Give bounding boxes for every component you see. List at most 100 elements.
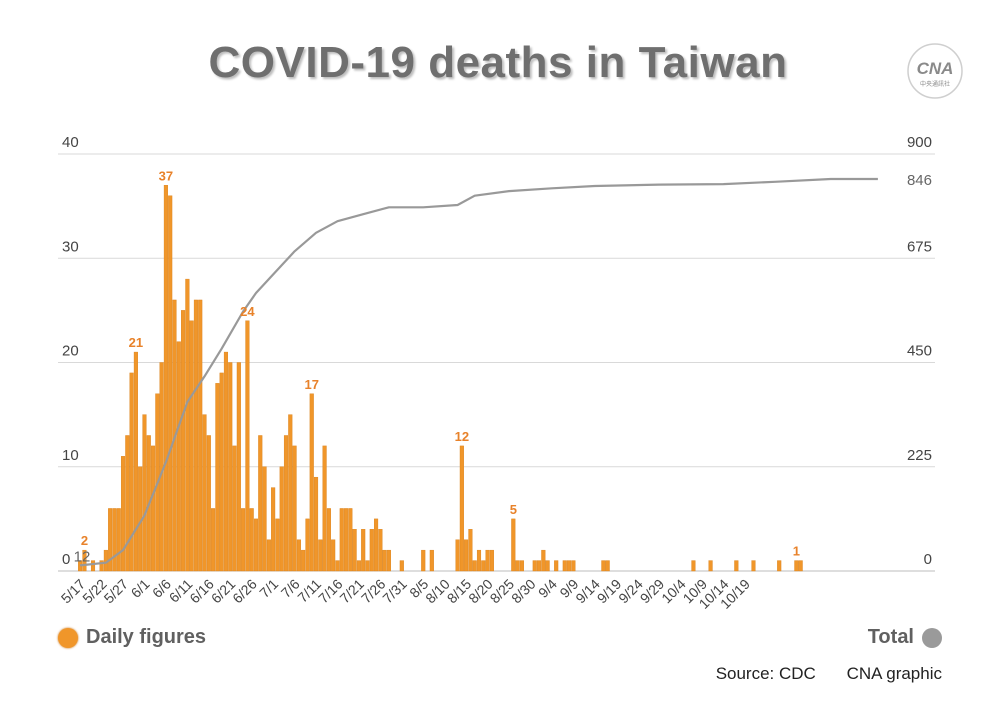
bar <box>777 560 782 572</box>
bar <box>163 185 168 572</box>
bar <box>601 560 606 572</box>
bar <box>567 560 572 572</box>
bar <box>120 456 126 572</box>
x-tick-label: 7/31 <box>379 576 410 607</box>
bar <box>313 476 319 572</box>
bar <box>211 508 216 572</box>
legend-total-swatch <box>922 627 942 648</box>
bar <box>206 435 211 572</box>
bar <box>335 560 340 572</box>
svg-text:CNA: CNA <box>917 59 954 78</box>
bar <box>215 383 220 572</box>
bar <box>301 549 306 572</box>
bar <box>258 435 263 572</box>
bar <box>331 539 336 572</box>
legend-total: Total <box>868 626 942 649</box>
bar <box>288 414 293 572</box>
bar <box>339 508 344 572</box>
bar <box>399 560 404 572</box>
bar <box>554 560 559 572</box>
bar-data-label: 12 <box>455 429 469 444</box>
bar-data-label: 21 <box>129 335 143 350</box>
source-text: Source: CDC <box>715 664 816 683</box>
bar <box>99 560 104 572</box>
bar <box>90 560 96 572</box>
bar <box>275 518 280 572</box>
bar <box>541 549 546 572</box>
bar <box>292 445 297 572</box>
bar <box>305 518 310 572</box>
bar <box>571 560 576 572</box>
bar <box>176 341 181 572</box>
bar <box>236 362 241 572</box>
bar <box>476 549 482 572</box>
bar <box>545 560 550 572</box>
y-right-tick-label: 675 <box>907 238 932 255</box>
y-left-tick-label: 0 <box>62 551 70 568</box>
cna-logo: CNA 中央通訊社 <box>907 43 963 99</box>
bar <box>125 435 130 572</box>
bar <box>356 560 361 572</box>
chart-title: COVID-19 deaths in Taiwan <box>208 38 788 87</box>
bar <box>245 320 250 572</box>
bar <box>429 549 434 572</box>
bar <box>181 310 186 572</box>
bar <box>283 435 289 572</box>
footer: Source: CDC CNA graphic <box>690 664 942 684</box>
bar <box>223 351 229 572</box>
bar <box>459 445 464 572</box>
bar <box>82 549 87 572</box>
bar <box>352 529 357 572</box>
bar <box>421 549 426 572</box>
bar <box>519 560 524 572</box>
bar <box>279 466 284 572</box>
bar <box>485 549 490 572</box>
y-right-tick-label: 450 <box>907 343 932 360</box>
y-right-tick-label: 225 <box>907 447 932 464</box>
total-line <box>79 177 878 567</box>
y-left-tick-label: 10 <box>62 447 79 464</box>
bar <box>374 518 379 572</box>
bar <box>228 362 233 572</box>
bar <box>112 508 117 572</box>
bar <box>116 508 121 572</box>
bar <box>219 372 224 572</box>
y-right-tick-label: 0 <box>924 551 932 568</box>
bar <box>253 518 259 572</box>
bar <box>241 508 246 572</box>
bar <box>794 560 799 572</box>
bar <box>472 560 477 572</box>
bar <box>266 539 271 572</box>
bar <box>296 539 301 572</box>
bar <box>536 560 542 572</box>
bar <box>734 560 739 572</box>
y-right-tick-label: 900 <box>907 134 932 151</box>
bar <box>691 560 696 572</box>
bar <box>468 529 473 572</box>
svg-text:中央通訊社: 中央通訊社 <box>920 80 950 88</box>
x-tick-label: 6/26 <box>229 576 260 607</box>
bar <box>309 393 314 572</box>
y-left-tick-label: 30 <box>62 238 79 255</box>
x-tick-label: 8/30 <box>508 576 539 607</box>
bar <box>455 539 460 572</box>
bar <box>369 529 374 572</box>
bar <box>322 445 327 572</box>
bar <box>365 560 370 572</box>
bar <box>108 508 113 572</box>
bar-data-label: 2 <box>81 533 88 548</box>
y-left-tick-label: 20 <box>62 343 79 360</box>
y-left-tick-label: 40 <box>62 134 79 151</box>
bar <box>605 560 610 572</box>
total-data-label: 12 <box>74 548 91 565</box>
bar <box>133 351 138 572</box>
bar <box>382 549 387 572</box>
bar <box>142 414 147 572</box>
bar-data-label: 1 <box>793 544 800 559</box>
bar <box>708 560 713 572</box>
bar <box>464 539 469 572</box>
bar <box>129 372 134 572</box>
bar <box>318 539 323 572</box>
bar-data-label: 17 <box>305 377 319 392</box>
